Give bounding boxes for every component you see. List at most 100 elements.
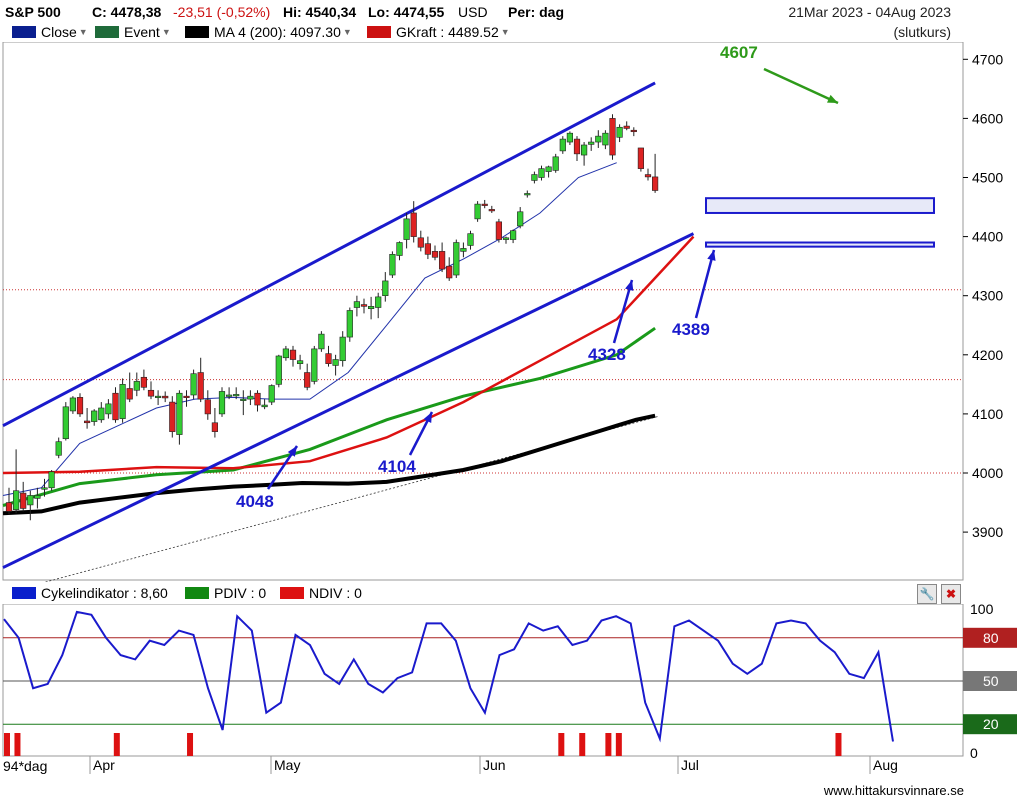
candle: [396, 241, 403, 261]
candle: [304, 363, 311, 391]
candle-up-body: [155, 395, 162, 398]
date-range: 21Mar 2023 - 04Aug 2023: [788, 4, 951, 20]
candle: [226, 387, 233, 400]
candle: [609, 114, 616, 160]
candle-down-body: [140, 376, 148, 388]
indicator-chart[interactable]: 80 50 20 0 100: [0, 604, 1020, 779]
candle-down-body: [609, 118, 616, 156]
candle: [495, 218, 503, 243]
candle-up-body: [602, 132, 609, 146]
candle-down-body: [112, 392, 119, 421]
candle-up-body: [375, 296, 382, 308]
chevron-down-icon: ▼: [78, 27, 88, 37]
candle: [566, 131, 573, 145]
candle: [630, 127, 637, 137]
red-ma-line: [2, 235, 695, 475]
y-tick-label: 4000: [972, 465, 1003, 481]
candle-down-body: [431, 251, 439, 258]
level-badge: [963, 671, 1017, 691]
candle-up-body: [190, 373, 197, 396]
candle: [112, 387, 119, 423]
candle: [69, 396, 76, 414]
candle: [282, 345, 290, 361]
candle: [573, 136, 581, 161]
candle-up-body: [332, 359, 339, 366]
settings-icon[interactable]: 🔧: [917, 584, 937, 604]
candle: [595, 130, 602, 148]
chart-header: S&P 500 C: 4478,38 -23,51 (-0,52%) Hi: 4…: [0, 0, 965, 22]
period-label: 94*dag: [3, 758, 48, 774]
upper-channel-line: [2, 81, 656, 428]
candle: [431, 245, 439, 261]
ndiv-bar: [835, 733, 842, 756]
candle: [254, 390, 261, 412]
candle: [126, 372, 133, 403]
candle-up-body: [396, 242, 403, 256]
candle: [247, 390, 254, 406]
candle-down-body: [204, 399, 211, 415]
ndiv-bar: [605, 733, 612, 756]
annotation-arrow: [763, 67, 839, 105]
candle-up-body: [460, 248, 467, 252]
candle-down-body: [495, 221, 503, 240]
candle-up-body: [517, 211, 524, 227]
ndiv-bar: [113, 733, 120, 756]
candle: [588, 137, 595, 151]
candle: [62, 402, 69, 441]
candle: [5, 487, 13, 515]
annotation-label: 4607: [720, 43, 758, 62]
symbol-name: S&P 500: [5, 4, 61, 20]
candle-down-body: [20, 492, 27, 509]
candle-up-body: [268, 385, 275, 403]
candle: [403, 212, 410, 249]
support-zone: [705, 197, 935, 214]
candle: [147, 381, 155, 400]
legend-close[interactable]: Close ▼: [12, 24, 88, 40]
candle: [233, 387, 240, 400]
legend-event[interactable]: Event ▼: [95, 24, 171, 40]
candle-up-body: [311, 348, 318, 382]
arrow-head: [827, 94, 838, 103]
candle: [453, 239, 460, 278]
x-tick-label: Aug: [873, 757, 898, 773]
price-chart[interactable]: 3900 4000 4100 4200 4300 4400 4500 4600 4700 4607…: [0, 42, 1020, 582]
candle-up-body: [218, 391, 226, 415]
candle-up-body: [226, 394, 233, 397]
candle: [268, 384, 275, 406]
candle-up-body: [98, 407, 105, 421]
close-value: C: 4478,38: [92, 4, 162, 20]
level-badge: [963, 627, 1017, 648]
legend-bar: Close ▼ Event ▼ MA 4 (200): 4097.30 ▼ GKraf…: [0, 22, 965, 42]
price-type: (slutkurs): [893, 24, 951, 40]
candle: [105, 399, 112, 419]
support-zone: [705, 241, 935, 248]
ndiv-bar: [4, 733, 10, 756]
candle: [169, 396, 176, 438]
legend-pdiv[interactable]: PDIV : 0: [185, 585, 266, 601]
low-value: Lo: 4474,55: [368, 4, 445, 20]
candle-up-body: [389, 254, 396, 276]
candle-up-body: [282, 348, 290, 359]
black-ma-line: [2, 413, 656, 516]
legend-ndiv[interactable]: NDIV : 0: [280, 585, 362, 601]
candle-up-body: [538, 168, 545, 178]
close-icon[interactable]: ✖: [941, 584, 961, 604]
candle-up-body: [552, 156, 559, 171]
candle-down-body: [84, 420, 91, 424]
y-tick-label: 4300: [972, 288, 1003, 304]
chevron-down-icon: ▼: [342, 27, 352, 37]
indicator-y-label: 0: [970, 745, 978, 761]
x-axis: Apr May Jun Jul Aug: [3, 756, 963, 774]
candle: [20, 481, 27, 512]
candle: [616, 124, 623, 143]
legend-gkraft[interactable]: GKraft : 4489.52 ▼: [367, 24, 510, 40]
level-badge-label: 20: [983, 716, 999, 732]
legend-cycle[interactable]: Cykelindikator : 8,60: [12, 585, 168, 601]
candle-up-body: [580, 144, 588, 156]
legend-swatch: [12, 26, 36, 38]
candle: [538, 165, 545, 181]
level-badge: [963, 714, 1017, 735]
chevron-down-icon: ▼: [161, 27, 171, 37]
candle-down-body: [573, 138, 581, 155]
legend-ma[interactable]: MA 4 (200): 4097.30 ▼: [185, 24, 352, 40]
